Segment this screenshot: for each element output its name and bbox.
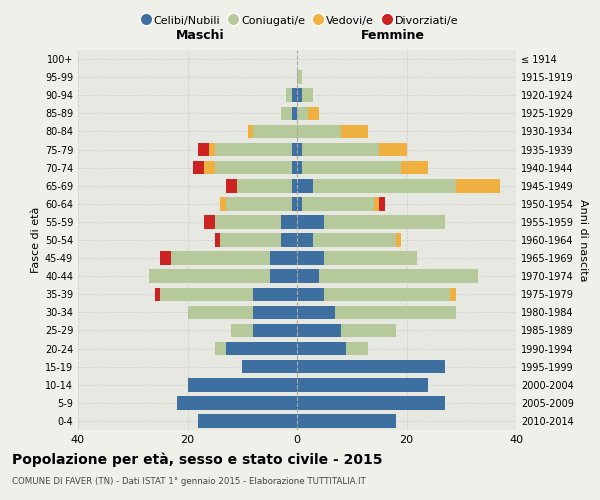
Bar: [269, 252, 297, 265]
Bar: [297, 396, 445, 409]
Y-axis label: Fasce di età: Fasce di età: [31, 207, 41, 273]
Bar: [220, 233, 281, 247]
Bar: [456, 179, 500, 192]
Bar: [226, 179, 237, 192]
Bar: [297, 161, 302, 174]
Bar: [220, 197, 226, 210]
Bar: [313, 179, 456, 192]
Bar: [292, 197, 297, 210]
Bar: [302, 142, 379, 156]
Bar: [281, 106, 292, 120]
Bar: [297, 106, 308, 120]
Bar: [160, 288, 253, 301]
Bar: [242, 360, 297, 374]
Bar: [297, 233, 313, 247]
Bar: [292, 179, 297, 192]
Bar: [297, 414, 395, 428]
Text: Popolazione per età, sesso e stato civile - 2015: Popolazione per età, sesso e stato civil…: [12, 452, 383, 467]
Bar: [346, 342, 368, 355]
Bar: [253, 306, 297, 319]
Bar: [325, 288, 450, 301]
Bar: [215, 142, 292, 156]
Bar: [187, 306, 253, 319]
Bar: [297, 270, 319, 283]
Bar: [292, 142, 297, 156]
Bar: [379, 142, 407, 156]
Bar: [374, 197, 379, 210]
Bar: [199, 414, 297, 428]
Bar: [292, 88, 297, 102]
Bar: [450, 288, 456, 301]
Legend: Celibi/Nubili, Coniugati/e, Vedovi/e, Divorziati/e: Celibi/Nubili, Coniugati/e, Vedovi/e, Di…: [137, 10, 463, 30]
Bar: [215, 342, 226, 355]
Bar: [395, 233, 401, 247]
Bar: [297, 342, 346, 355]
Bar: [302, 88, 313, 102]
Bar: [248, 124, 253, 138]
Bar: [237, 179, 292, 192]
Y-axis label: Anni di nascita: Anni di nascita: [578, 198, 588, 281]
Bar: [302, 161, 401, 174]
Bar: [401, 161, 428, 174]
Bar: [171, 252, 269, 265]
Bar: [292, 106, 297, 120]
Bar: [204, 215, 215, 228]
Bar: [319, 270, 478, 283]
Bar: [341, 324, 395, 338]
Bar: [297, 288, 325, 301]
Bar: [269, 270, 297, 283]
Bar: [176, 396, 297, 409]
Bar: [226, 197, 292, 210]
Bar: [253, 324, 297, 338]
Bar: [149, 270, 269, 283]
Bar: [160, 252, 171, 265]
Bar: [286, 88, 292, 102]
Text: COMUNE DI FAVER (TN) - Dati ISTAT 1° gennaio 2015 - Elaborazione TUTTITALIA.IT: COMUNE DI FAVER (TN) - Dati ISTAT 1° gen…: [12, 478, 366, 486]
Bar: [215, 215, 281, 228]
Bar: [297, 124, 341, 138]
Bar: [302, 197, 374, 210]
Bar: [253, 288, 297, 301]
Bar: [232, 324, 253, 338]
Bar: [209, 142, 215, 156]
Bar: [226, 342, 297, 355]
Bar: [297, 324, 341, 338]
Bar: [308, 106, 319, 120]
Bar: [325, 252, 418, 265]
Bar: [341, 124, 368, 138]
Bar: [297, 360, 445, 374]
Bar: [297, 378, 428, 392]
Bar: [215, 233, 220, 247]
Bar: [297, 179, 313, 192]
Bar: [297, 88, 302, 102]
Bar: [193, 161, 204, 174]
Bar: [292, 161, 297, 174]
Bar: [297, 142, 302, 156]
Bar: [281, 233, 297, 247]
Bar: [297, 197, 302, 210]
Bar: [253, 124, 297, 138]
Bar: [297, 252, 325, 265]
Bar: [281, 215, 297, 228]
Text: Femmine: Femmine: [361, 30, 425, 43]
Bar: [297, 70, 302, 84]
Bar: [325, 215, 445, 228]
Bar: [204, 161, 215, 174]
Bar: [297, 215, 325, 228]
Bar: [313, 233, 395, 247]
Bar: [379, 197, 385, 210]
Bar: [335, 306, 456, 319]
Bar: [187, 378, 297, 392]
Bar: [155, 288, 160, 301]
Bar: [199, 142, 209, 156]
Bar: [215, 161, 292, 174]
Bar: [297, 306, 335, 319]
Text: Maschi: Maschi: [176, 30, 225, 43]
